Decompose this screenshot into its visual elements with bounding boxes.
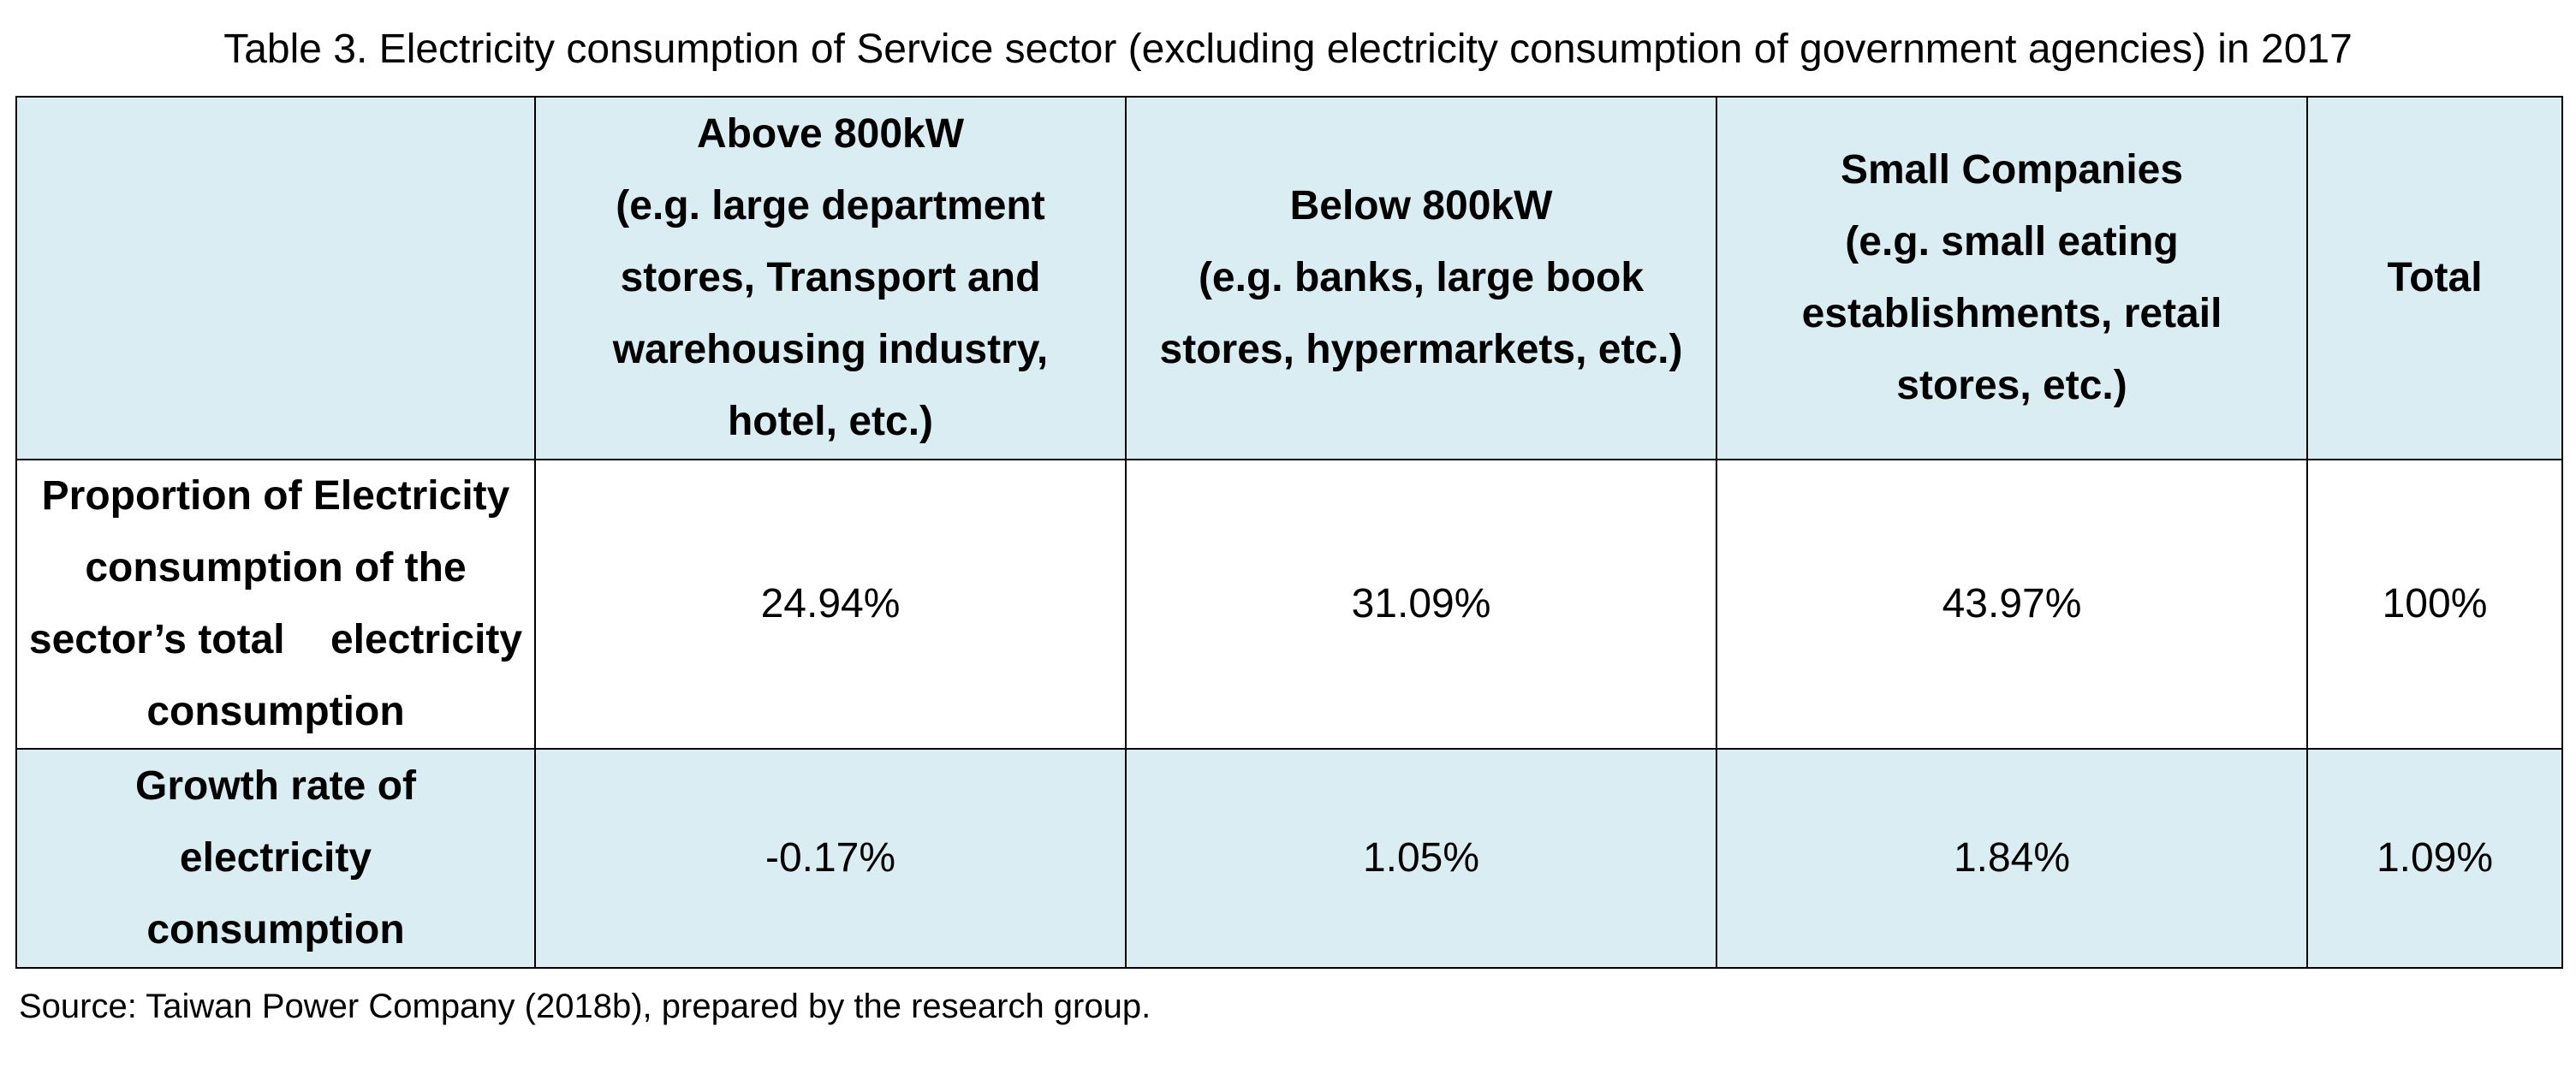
header-line: stores, etc.) <box>1896 363 2127 408</box>
row-header-growth-rate: Growth rate of electricity consumption <box>15 748 536 969</box>
consumption-table: Above 800kW (e.g. large department store… <box>15 96 2563 969</box>
row-header-line: sector’s total electricity <box>28 617 523 662</box>
row-header-line: consumption of the <box>85 545 467 590</box>
header-line: warehousing industry, <box>612 327 1049 372</box>
header-line: Below 800kW <box>1289 183 1553 228</box>
header-line: (e.g. small eating <box>1845 219 2179 264</box>
header-line: (e.g. large department <box>616 183 1045 228</box>
header-line: establishments, retail <box>1801 291 2222 336</box>
header-line: stores, hypermarkets, etc.) <box>1159 327 1683 372</box>
table-row-proportion: Proportion of Electricity consumption of… <box>15 459 2563 750</box>
column-header-below-800kw: Below 800kW (e.g. banks, large book stor… <box>1125 96 1717 460</box>
header-line: Total <box>2387 255 2483 300</box>
header-line: Small Companies <box>1840 147 2184 193</box>
row-header-line: Proportion of Electricity <box>41 473 510 519</box>
table-cell: 1.84% <box>1716 748 2308 969</box>
row-header-line: electricity <box>179 835 372 881</box>
row-header-proportion: Proportion of Electricity consumption of… <box>15 459 536 750</box>
row-header-line: consumption <box>146 907 405 952</box>
table-cell: 100% <box>2306 459 2563 750</box>
table-cell: 24.94% <box>534 459 1127 750</box>
table-cell: 1.05% <box>1125 748 1717 969</box>
column-header-total: Total <box>2306 96 2563 460</box>
table-header-row: Above 800kW (e.g. large department store… <box>15 96 2563 460</box>
source-note: Source: Taiwan Power Company (2018b), pr… <box>19 988 1151 1025</box>
header-corner-cell <box>15 96 536 460</box>
table-cell: 43.97% <box>1716 459 2308 750</box>
table-title: Table 3. Electricity consumption of Serv… <box>223 27 2353 72</box>
table-cell: 1.09% <box>2306 748 2563 969</box>
header-line: hotel, etc.) <box>727 399 934 444</box>
table-cell: 31.09% <box>1125 459 1717 750</box>
row-header-line: consumption <box>146 689 405 734</box>
table-cell: -0.17% <box>534 748 1127 969</box>
table-row-growth-rate: Growth rate of electricity consumption -… <box>15 748 2563 969</box>
column-header-above-800kw: Above 800kW (e.g. large department store… <box>534 96 1127 460</box>
header-line: (e.g. banks, large book <box>1198 255 1645 300</box>
header-line: Above 800kW <box>696 111 965 157</box>
header-line: stores, Transport and <box>620 255 1041 300</box>
row-header-line: Growth rate of <box>134 763 416 809</box>
column-header-small-companies: Small Companies (e.g. small eating estab… <box>1716 96 2308 460</box>
